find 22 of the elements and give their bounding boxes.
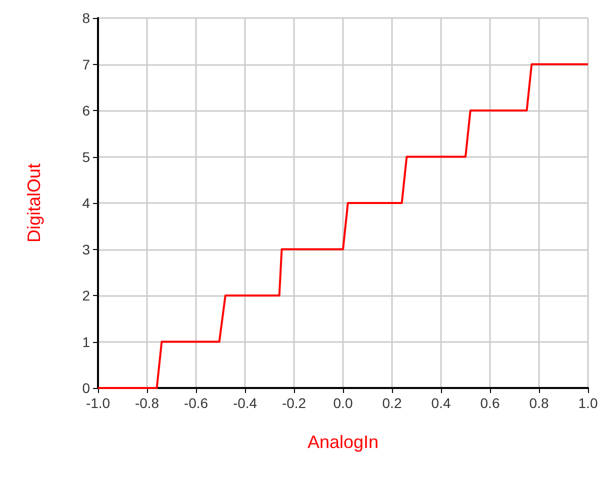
x-tick-label: 0.0 (333, 395, 353, 411)
x-tick-label: -0.4 (232, 395, 258, 411)
x-tick-label: 0.6 (480, 395, 500, 411)
x-tick-label: -0.8 (134, 395, 160, 411)
y-tick-label: 0 (82, 380, 90, 396)
y-tick-label: 8 (82, 10, 90, 26)
y-tick-label: 5 (82, 148, 90, 165)
y-axis-title: DigitalOut (24, 163, 44, 243)
x-tick-label: -0.6 (184, 395, 208, 411)
x-tick-label: 0.8 (529, 395, 549, 411)
y-tick-label: 7 (82, 56, 90, 72)
x-tick-label: -1.0 (86, 395, 110, 411)
x-tick-label: 0.2 (382, 395, 402, 411)
y-tick-label: 1 (82, 334, 90, 350)
x-tick-label: 1.0 (578, 395, 598, 411)
x-axis-title: AnalogIn (307, 432, 379, 452)
y-tick-label: 6 (82, 102, 90, 118)
x-tick-label: -0.2 (282, 395, 306, 411)
y-tick-label: 2 (82, 288, 90, 304)
y-tick-label: 4 (82, 195, 90, 211)
y-tick-label: 3 (82, 241, 90, 258)
x-tick-label: 0.4 (431, 395, 451, 411)
